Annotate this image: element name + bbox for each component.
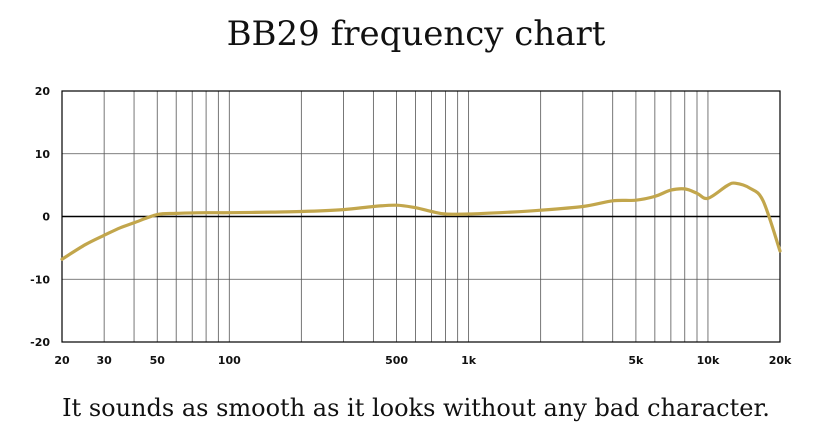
x-tick-labels: 20 30 50 100 500 1k 5k 10k 20k — [54, 354, 792, 367]
y-tick-label: 20 — [35, 85, 51, 98]
y-tick-label: 0 — [42, 211, 50, 224]
x-tick-label: 20k — [769, 354, 792, 367]
y-tick-label: 10 — [35, 148, 51, 161]
y-gridlines — [62, 153, 780, 280]
x-tick-label: 30 — [96, 354, 112, 367]
chart-caption: It sounds as smooth as it looks without … — [62, 394, 770, 422]
x-tick-label: 500 — [385, 354, 408, 367]
x-tick-label: 5k — [628, 354, 644, 367]
x-tick-label: 20 — [54, 354, 70, 367]
x-tick-label: 100 — [218, 354, 241, 367]
y-tick-label: -10 — [30, 273, 50, 286]
chart-title: BB29 frequency chart — [226, 14, 606, 54]
series-frequency-response — [60, 181, 782, 261]
x-tick-label: 1k — [461, 354, 477, 367]
y-tick-labels: 20 10 0 -10 -20 — [30, 85, 50, 349]
y-tick-label: -20 — [30, 336, 50, 349]
x-tick-label: 10k — [697, 354, 720, 367]
x-tick-label: 50 — [150, 354, 166, 367]
